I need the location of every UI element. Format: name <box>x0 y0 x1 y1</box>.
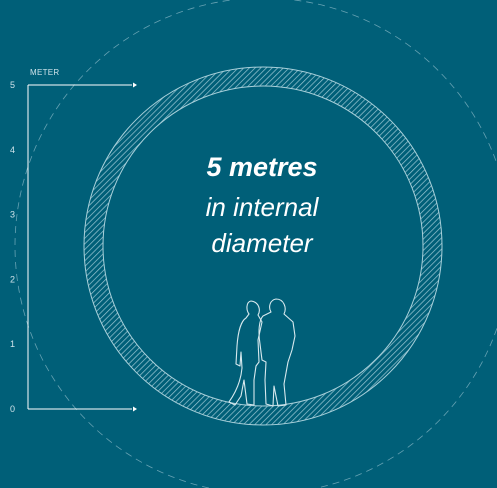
scale-tick-label: 1 <box>10 339 15 349</box>
scale-tick-label: 5 <box>10 80 15 90</box>
headline-line-3: diameter <box>211 228 313 258</box>
scale-tick-label: 2 <box>10 274 15 284</box>
scale-tick-label: 3 <box>10 210 15 220</box>
scale-bottom-arrow-icon <box>133 407 137 412</box>
scale-unit-label: METER <box>30 68 60 77</box>
scale-top-arrow-icon <box>133 83 137 88</box>
person-right-silhouette-icon <box>259 299 295 406</box>
people-silhouettes <box>229 299 295 406</box>
headline-line-2: in internal <box>206 192 320 222</box>
headline-line-1: 5 metres <box>206 152 317 182</box>
scale-tick-labels: 0 1 2 3 4 5 <box>10 80 15 414</box>
scale-bar: METER 0 1 2 3 4 5 <box>10 68 137 414</box>
scale-tick-label: 4 <box>10 145 15 155</box>
person-left-silhouette-icon <box>229 301 262 405</box>
scale-tick-label: 0 <box>10 404 15 414</box>
headline: 5 metres in internal diameter <box>206 152 320 258</box>
